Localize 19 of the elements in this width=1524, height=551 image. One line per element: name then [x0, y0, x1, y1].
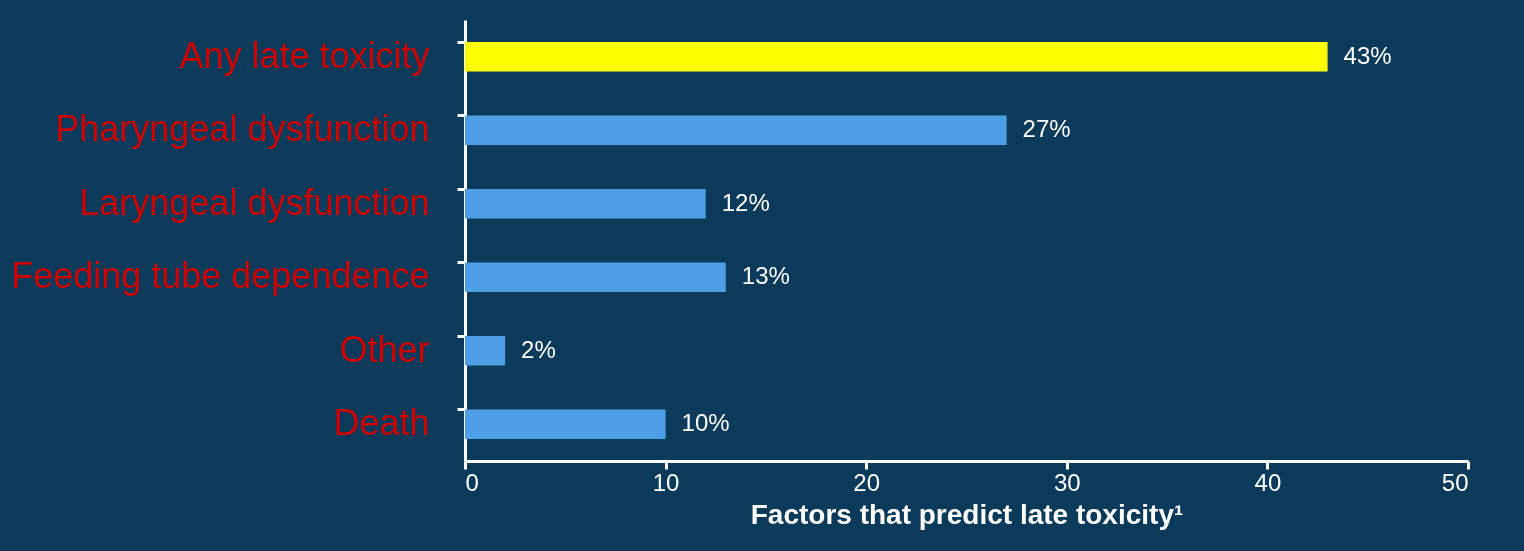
- x-axis-title: Factors that predict late toxicity¹: [750, 498, 1184, 530]
- y-tick-label: Feeding tube dependence: [11, 255, 430, 297]
- x-tick-label: 10: [652, 468, 680, 496]
- data-label: 43%: [1343, 41, 1392, 69]
- y-tick-label: Other: [339, 328, 430, 370]
- data-label: 2%: [521, 335, 556, 363]
- data-label: 13%: [741, 262, 790, 290]
- x-tick-label: 40: [1254, 468, 1282, 496]
- x-tick-label: 20: [853, 468, 881, 496]
- data-label: 10%: [681, 409, 730, 437]
- x-tick-label: 50: [1441, 468, 1469, 496]
- data-label: 12%: [721, 188, 770, 216]
- y-tick-label: Any late toxicity: [179, 34, 430, 76]
- x-tick-label: 30: [1053, 468, 1081, 496]
- x-tick-label: 0: [465, 468, 479, 496]
- y-tick-label: Pharyngeal dysfunction: [55, 108, 430, 150]
- y-tick-label: Death: [333, 402, 430, 444]
- y-tick-label: Laryngeal dysfunction: [79, 181, 430, 223]
- data-label: 27%: [1022, 115, 1071, 143]
